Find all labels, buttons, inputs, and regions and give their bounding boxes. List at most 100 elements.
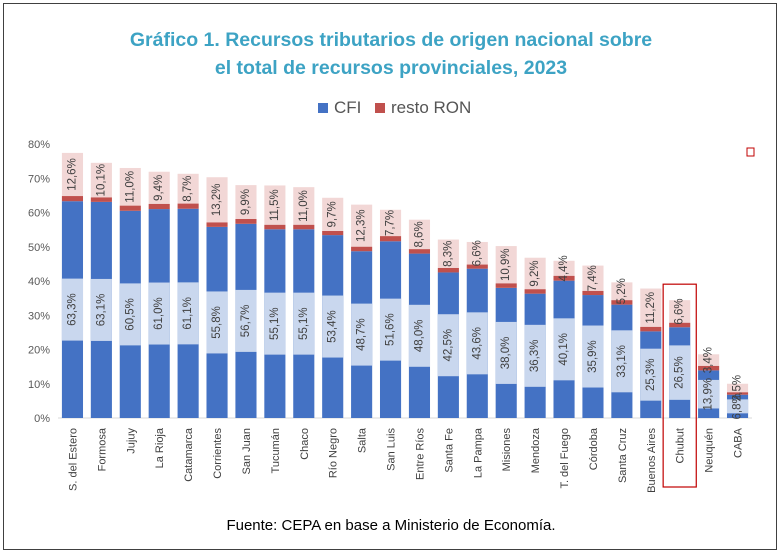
cfi-label-band bbox=[322, 295, 344, 358]
cfi-label-band bbox=[698, 379, 720, 409]
resto-ron-label-band bbox=[206, 177, 228, 223]
resto-ron-label-band bbox=[466, 241, 488, 265]
data-label-resto-ron: 5,2% bbox=[616, 278, 628, 304]
resto-ron-label-band bbox=[119, 167, 141, 206]
data-label-cfi: 43,6% bbox=[471, 327, 483, 360]
cfi-label-band bbox=[640, 348, 662, 401]
data-label-resto-ron: 11,0% bbox=[298, 190, 310, 222]
cfi-label-band bbox=[206, 291, 228, 354]
resto-ron-label-band bbox=[582, 265, 604, 291]
data-label-resto-ron: 11,2% bbox=[645, 292, 657, 324]
cfi-label-band bbox=[90, 278, 112, 341]
x-tick-label-chubut: Chubut bbox=[675, 428, 687, 463]
data-label-resto-ron: 9,7% bbox=[327, 201, 339, 227]
resto-ron-label-band bbox=[611, 282, 633, 301]
cfi-label-band bbox=[669, 345, 691, 400]
y-tick-label: 20% bbox=[28, 345, 50, 357]
resto-ron-label-band bbox=[553, 260, 575, 276]
x-tick-label-santa-fe: Santa Fe bbox=[443, 428, 455, 473]
bar-resto-ron bbox=[640, 326, 662, 332]
bar-resto-ron bbox=[726, 392, 749, 395]
legend-swatch-cfi bbox=[318, 103, 328, 113]
data-label-cfi: 51,6% bbox=[385, 313, 397, 346]
legend-item-resto-ron: resto RON bbox=[375, 96, 471, 120]
x-tick-label-formosa: Formosa bbox=[96, 427, 108, 471]
x-tick-label-caba: CABA bbox=[733, 427, 745, 458]
resto-ron-label-band bbox=[351, 204, 373, 247]
x-tick-label-t-del-fuego: T. del Fuego bbox=[559, 428, 571, 489]
cfi-label-band bbox=[611, 330, 633, 393]
cfi-label-band bbox=[61, 278, 84, 341]
resto-ron-label-band bbox=[293, 187, 315, 225]
cfi-label-band bbox=[466, 312, 488, 375]
cfi-label-band bbox=[351, 303, 373, 366]
cfi-label-band bbox=[235, 289, 257, 352]
data-label-resto-ron: 3,4% bbox=[703, 347, 715, 373]
data-label-cfi: 55,1% bbox=[269, 307, 281, 340]
x-tick-label-s-del-estero: S. del Estero bbox=[67, 428, 79, 491]
bar-resto-ron bbox=[148, 203, 170, 210]
resto-ron-label-band bbox=[495, 246, 517, 284]
data-label-cfi: 33,1% bbox=[616, 345, 628, 378]
resto-ron-label-band bbox=[61, 152, 84, 197]
cfi-label-band bbox=[119, 283, 141, 346]
cfi-label-band bbox=[408, 304, 431, 367]
cfi-label-band bbox=[437, 314, 459, 377]
bar-resto-ron bbox=[408, 249, 431, 254]
data-label-resto-ron: 11,0% bbox=[124, 171, 136, 203]
y-tick-label: 10% bbox=[28, 379, 50, 391]
bar-resto-ron bbox=[698, 365, 720, 371]
data-label-resto-ron: 9,4% bbox=[153, 175, 165, 201]
bar-resto-ron bbox=[206, 222, 228, 227]
bar-resto-ron bbox=[437, 267, 459, 273]
data-label-resto-ron: 9,2% bbox=[529, 260, 541, 286]
x-tick-label-corrientes: Corrientes bbox=[212, 428, 224, 479]
resto-ron-label-band bbox=[408, 219, 431, 250]
data-label-resto-ron: 4,4% bbox=[558, 255, 570, 281]
data-label-cfi: 55,1% bbox=[298, 307, 310, 340]
legend-swatch-resto-ron bbox=[375, 103, 385, 113]
resto-ron-label-band bbox=[698, 354, 720, 366]
data-label-resto-ron: 11,5% bbox=[269, 189, 281, 221]
bar-resto-ron bbox=[495, 283, 517, 288]
resto-ron-label-band bbox=[379, 209, 402, 237]
bar-resto-ron bbox=[61, 196, 84, 202]
cfi-label-band bbox=[495, 321, 517, 384]
bar-resto-ron bbox=[466, 264, 488, 269]
data-label-cfi: 61,1% bbox=[182, 297, 194, 330]
resto-ron-label-band bbox=[90, 162, 112, 198]
resto-ron-label-band bbox=[177, 173, 199, 204]
data-label-resto-ron: 12,3% bbox=[356, 209, 368, 242]
bar-resto-ron bbox=[293, 224, 315, 230]
data-label-resto-ron: 7,7% bbox=[385, 210, 397, 236]
legend: CFI resto RON bbox=[0, 96, 782, 120]
chart-subtitle: el total de recursos provinciales, 2023 bbox=[214, 57, 568, 79]
x-tick-label-jujuy: Jujuy bbox=[125, 428, 137, 454]
bar-resto-ron bbox=[524, 289, 546, 294]
y-tick-label: 50% bbox=[28, 242, 50, 254]
data-label-resto-ron: 6,6% bbox=[471, 240, 483, 266]
x-tick-label-la-rioja: La Rioja bbox=[154, 427, 166, 468]
resto-ron-label-band bbox=[148, 171, 170, 204]
x-tick-label-rio-negro: Río Negro bbox=[328, 428, 340, 478]
data-label-resto-ron: 7,4% bbox=[587, 265, 599, 291]
resto-ron-label-band bbox=[264, 185, 286, 225]
cfi-label-band bbox=[148, 282, 170, 345]
x-tick-label-tucuman: Tucumán bbox=[270, 428, 282, 473]
cfi-label-band bbox=[524, 324, 546, 387]
bar-resto-ron bbox=[322, 230, 344, 236]
data-label-cfi: 55,8% bbox=[211, 306, 223, 339]
x-tick-label-misiones: Misiones bbox=[501, 428, 513, 472]
data-label-cfi: 48,0% bbox=[413, 319, 425, 352]
cfi-label-band bbox=[293, 292, 315, 355]
bar-resto-ron bbox=[611, 300, 633, 305]
legend-item-cfi: CFI bbox=[318, 96, 361, 120]
resto-ron-label-band bbox=[640, 288, 662, 327]
x-tick-label-la-pampa: La Pampa bbox=[472, 427, 484, 478]
data-label-resto-ron: 10,1% bbox=[95, 164, 107, 197]
bar-resto-ron bbox=[177, 203, 199, 209]
data-label-cfi: 63,1% bbox=[95, 294, 107, 327]
y-tick-label: 60% bbox=[28, 208, 50, 220]
bar-resto-ron bbox=[553, 275, 575, 281]
data-label-cfi: 42,5% bbox=[442, 329, 454, 362]
